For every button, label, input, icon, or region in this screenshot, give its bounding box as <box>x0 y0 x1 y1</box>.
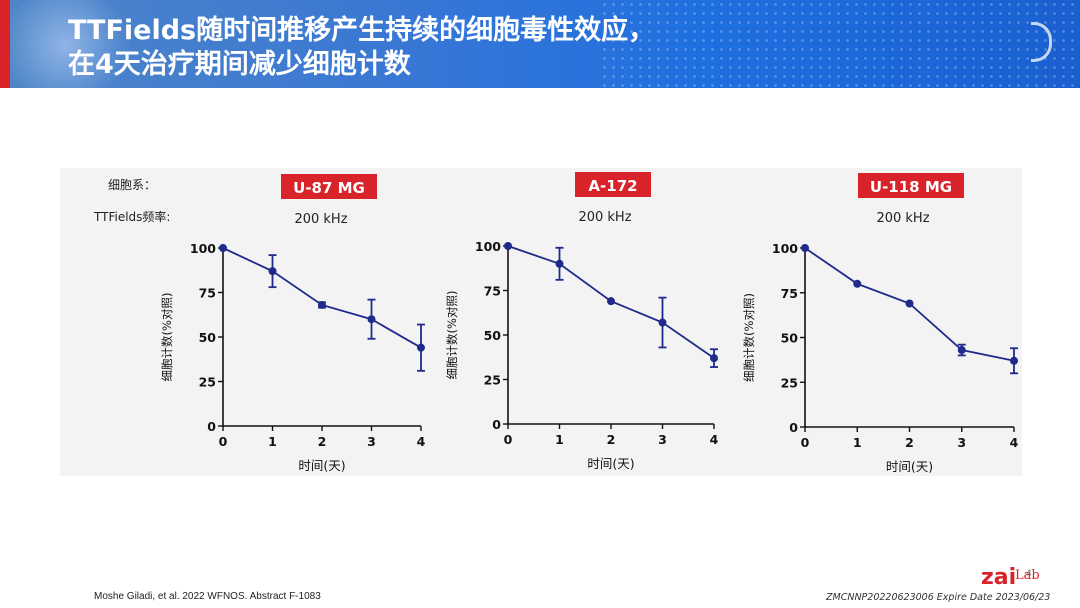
data-point <box>607 297 615 306</box>
y-tick-label: 100 <box>190 241 216 256</box>
page-number: 4 <box>1026 569 1032 579</box>
company-logo: zai <box>981 565 1017 590</box>
slide-header: TTFields随时间推移产生持续的细胞毒性效应， 在4天治疗期间减少细胞计数 <box>0 0 1080 88</box>
chart-title-box <box>281 174 377 199</box>
data-point <box>318 300 326 309</box>
slide-title: TTFields随时间推移产生持续的细胞毒性效应， 在4天治疗期间减少细胞计数 <box>68 14 655 82</box>
data-point <box>367 315 376 324</box>
y-tick-label: 50 <box>781 331 799 346</box>
x-axis-label: 时间(天) <box>587 456 634 471</box>
brain-graphic <box>0 0 130 88</box>
y-tick-label: 25 <box>484 373 501 388</box>
y-axis-label: 细胞计数(%对照) <box>742 293 756 382</box>
data-point <box>853 279 862 288</box>
y-tick-label: 75 <box>781 286 798 301</box>
slide-title-line1: TTFields随时间推移产生持续的细胞毒性效应， <box>68 15 656 46</box>
y-tick-label: 75 <box>199 286 216 301</box>
data-point <box>1010 356 1018 365</box>
y-tick-label: 100 <box>475 239 501 254</box>
x-tick-label: 2 <box>905 435 914 450</box>
chart-title: U-118 MG <box>870 178 952 196</box>
y-tick-label: 25 <box>199 375 216 390</box>
y-tick-label: 100 <box>772 241 798 256</box>
x-tick-label: 1 <box>555 432 564 447</box>
x-axis-label: 时间(天) <box>886 459 933 474</box>
x-tick-label: 2 <box>607 432 616 447</box>
cell-line-label: 细胞系： <box>108 178 157 192</box>
x-tick-label: 0 <box>801 435 810 450</box>
data-point <box>957 346 966 355</box>
document-code: ZMCNNP20220623006 Expire Date 2023/06/23 <box>826 592 1051 603</box>
x-tick-label: 2 <box>318 434 327 449</box>
x-tick-label: 3 <box>957 435 966 450</box>
slide-title-line2: 在4天治疗期间减少细胞计数 <box>68 49 411 80</box>
x-tick-label: 3 <box>658 432 667 447</box>
chart-title: U-87 MG <box>293 179 365 197</box>
y-axis-label: 细胞计数(%对照) <box>445 291 459 380</box>
y-tick-label: 75 <box>484 284 501 299</box>
y-tick-label: 50 <box>199 330 217 345</box>
chart-title: A-172 <box>588 177 637 195</box>
y-tick-label: 0 <box>789 420 798 435</box>
x-tick-label: 4 <box>710 432 719 447</box>
data-point <box>268 267 277 276</box>
reference-text: Moshe Giladi, et al. 2022 WFNOS. Abstrac… <box>94 591 321 602</box>
header-accent-bar <box>0 0 10 88</box>
x-tick-label: 0 <box>219 434 228 449</box>
x-tick-label: 4 <box>417 434 426 449</box>
data-point <box>710 354 718 363</box>
data-point <box>555 259 564 268</box>
x-tick-label: 1 <box>268 434 277 449</box>
chart-title-box <box>575 172 651 197</box>
chart-title-box <box>858 173 964 198</box>
y-tick-label: 0 <box>492 417 501 432</box>
y-tick-label: 50 <box>484 328 502 343</box>
chart-panel: 细胞系： TTFields频率: U-87 MG 200 kHz 0 25 50 75 10… <box>60 168 1022 476</box>
x-tick-label: 3 <box>367 434 376 449</box>
y-tick-label: 0 <box>207 419 216 434</box>
data-point <box>219 244 227 252</box>
chart-subtitle: 200 kHz <box>876 211 929 226</box>
y-tick-label: 25 <box>781 375 798 390</box>
data-point <box>801 244 809 252</box>
x-axis-label: 时间(天) <box>298 458 345 473</box>
series-line <box>222 247 422 349</box>
data-point <box>658 318 667 327</box>
chart-subtitle: 200 kHz <box>578 210 631 225</box>
data-point <box>417 343 425 352</box>
frequency-label: TTFields频率: <box>94 210 171 224</box>
header-dot-pattern <box>600 0 1080 88</box>
x-tick-label: 4 <box>1010 435 1019 450</box>
data-point <box>504 242 512 250</box>
x-tick-label: 1 <box>853 435 862 450</box>
data-point <box>905 299 914 308</box>
y-axis-label: 细胞计数(%对照) <box>160 293 174 382</box>
x-tick-label: 0 <box>504 432 513 447</box>
company-logo-sub: Lab <box>1015 568 1040 583</box>
chart-subtitle: 200 kHz <box>294 212 347 227</box>
